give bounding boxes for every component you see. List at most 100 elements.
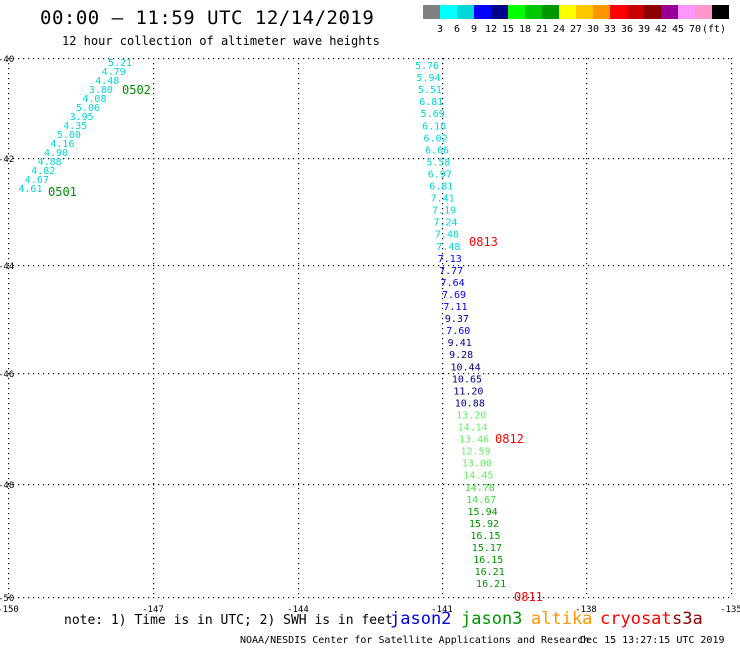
- lat-gridline-dot: [13, 373, 15, 375]
- lat-gridline-dot: [363, 484, 365, 486]
- lat-gridline-dot: [138, 484, 140, 486]
- lat-gridline-dot: [578, 158, 580, 160]
- lon-gridline-dot: [153, 373, 155, 375]
- lat-gridline-dot: [678, 58, 680, 60]
- scale-label: 45: [671, 24, 685, 35]
- lon-gridline-dot: [153, 403, 155, 405]
- lat-gridline-dot: [663, 158, 665, 160]
- lon-gridline-dot: [586, 213, 588, 215]
- lon-gridline-dot: [442, 68, 444, 70]
- lon-gridline-dot: [731, 268, 733, 270]
- lat-gridline-dot: [703, 158, 705, 160]
- lon-gridline-dot: [442, 553, 444, 555]
- lon-gridline-dot: [442, 428, 444, 430]
- lat-gridline-dot: [278, 597, 280, 599]
- lon-gridline-dot: [731, 383, 733, 385]
- wave-height-value: 9.28: [449, 350, 473, 361]
- lon-gridline-dot: [586, 468, 588, 470]
- lat-gridline-dot: [93, 58, 95, 60]
- lat-gridline-dot: [118, 58, 120, 60]
- lat-gridline-dot: [203, 265, 205, 267]
- lat-gridline-dot: [163, 158, 165, 160]
- lon-gridline-dot: [442, 558, 444, 560]
- lat-gridline-dot: [268, 58, 270, 60]
- lon-gridline-dot: [8, 158, 10, 160]
- lon-gridline-dot: [8, 483, 10, 485]
- lon-gridline-dot: [153, 163, 155, 165]
- lon-gridline-dot: [298, 58, 300, 60]
- lat-gridline-dot: [543, 597, 545, 599]
- lon-gridline-dot: [8, 388, 10, 390]
- lat-gridline-dot: [618, 265, 620, 267]
- lon-gridline-dot: [731, 423, 733, 425]
- lon-gridline-dot: [153, 238, 155, 240]
- lat-gridline-dot: [413, 373, 415, 375]
- lat-gridline-dot: [593, 597, 595, 599]
- lat-gridline-dot: [73, 597, 75, 599]
- wave-height-value: 7.11: [443, 302, 467, 313]
- lat-gridline-dot: [133, 58, 135, 60]
- lat-gridline-dot: [473, 597, 475, 599]
- lon-gridline-dot: [442, 493, 444, 495]
- lon-gridline-dot: [442, 403, 444, 405]
- lat-gridline-dot: [58, 484, 60, 486]
- lon-gridline-dot: [153, 158, 155, 160]
- lat-gridline-dot: [483, 373, 485, 375]
- lon-gridline-dot: [442, 288, 444, 290]
- lat-gridline-dot: [553, 484, 555, 486]
- lon-gridline-dot: [442, 373, 444, 375]
- lat-gridline-dot: [168, 597, 170, 599]
- lat-gridline-dot: [133, 484, 135, 486]
- lat-gridline-dot: [113, 484, 115, 486]
- lat-gridline-dot: [453, 373, 455, 375]
- lat-gridline-dot: [663, 484, 665, 486]
- lat-gridline-dot: [98, 265, 100, 267]
- lon-gridline-dot: [442, 143, 444, 145]
- lat-gridline-dot: [573, 597, 575, 599]
- lat-gridline-dot: [498, 265, 500, 267]
- lat-gridline-dot: [273, 597, 275, 599]
- lon-gridline-dot: [442, 118, 444, 120]
- lat-gridline-dot: [458, 484, 460, 486]
- lon-gridline-dot: [442, 408, 444, 410]
- lat-gridline-dot: [23, 373, 25, 375]
- lon-gridline-dot: [442, 268, 444, 270]
- lon-gridline-dot: [586, 543, 588, 545]
- lon-gridline-dot: [731, 568, 733, 570]
- lon-gridline-dot: [586, 318, 588, 320]
- lat-gridline-dot: [488, 58, 490, 60]
- lat-gridline-dot: [568, 484, 570, 486]
- lon-gridline-dot: [8, 328, 10, 330]
- lat-gridline-dot: [328, 58, 330, 60]
- lon-gridline-dot: [586, 463, 588, 465]
- lat-gridline-dot: [203, 597, 205, 599]
- lon-gridline-dot: [298, 218, 300, 220]
- lon-gridline-dot: [153, 533, 155, 535]
- lon-gridline-dot: [731, 133, 733, 135]
- lat-gridline-dot: [533, 265, 535, 267]
- lat-gridline-dot: [218, 158, 220, 160]
- lat-gridline-dot: [633, 58, 635, 60]
- lon-gridline-dot: [153, 168, 155, 170]
- lat-gridline-dot: [373, 265, 375, 267]
- lat-gridline-dot: [178, 484, 180, 486]
- lat-gridline-dot: [553, 597, 555, 599]
- lon-gridline-dot: [586, 343, 588, 345]
- lat-gridline-dot: [523, 373, 525, 375]
- lat-gridline-dot: [98, 58, 100, 60]
- lon-gridline-dot: [8, 413, 10, 415]
- lat-gridline-dot: [478, 597, 480, 599]
- lat-gridline-dot: [103, 597, 105, 599]
- lon-gridline-dot: [731, 583, 733, 585]
- lon-gridline-dot: [442, 573, 444, 575]
- lat-gridline-dot: [348, 158, 350, 160]
- lat-gridline-dot: [658, 597, 660, 599]
- lat-gridline-dot: [308, 58, 310, 60]
- lat-gridline-dot: [178, 158, 180, 160]
- wave-height-value: 3.95: [70, 112, 94, 123]
- lat-gridline-dot: [378, 265, 380, 267]
- lon-gridline-dot: [442, 518, 444, 520]
- lon-gridline-dot: [442, 203, 444, 205]
- lat-gridline-dot: [68, 58, 70, 60]
- lon-gridline-dot: [153, 68, 155, 70]
